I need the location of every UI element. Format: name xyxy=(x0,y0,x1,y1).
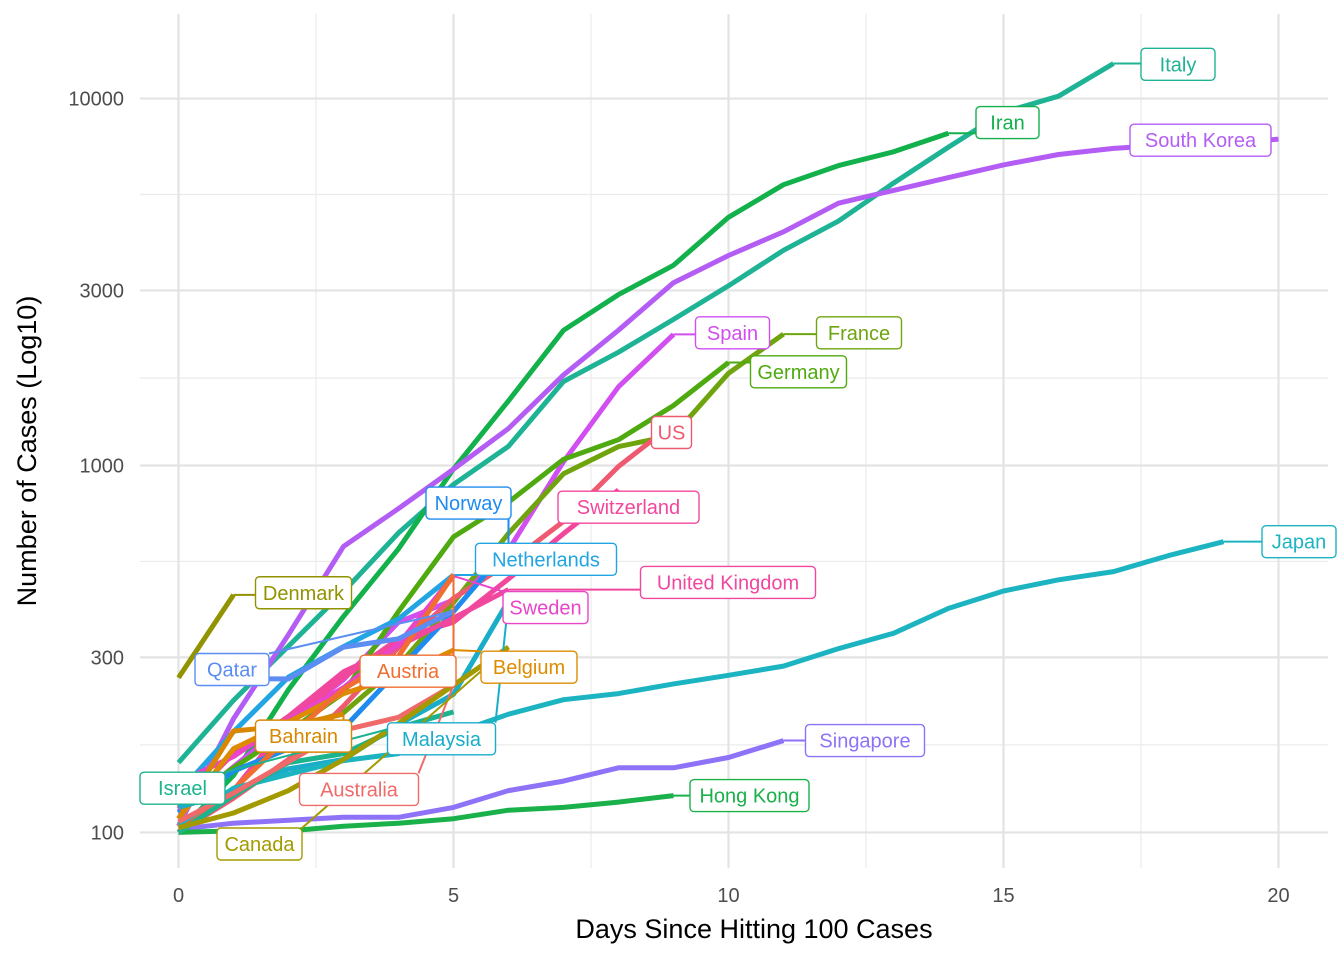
country-label-norway: Norway xyxy=(425,486,512,520)
country-label-qatar: Qatar xyxy=(194,652,270,687)
label-box xyxy=(1140,47,1216,81)
x-tick-label: 15 xyxy=(992,885,1014,907)
label-text: Israel xyxy=(158,778,207,800)
label-box xyxy=(386,722,497,756)
country-label-italy: Italy xyxy=(1140,47,1216,81)
country-label-sweden: Sweden xyxy=(502,590,589,625)
label-box xyxy=(359,654,457,688)
label-box xyxy=(474,542,618,577)
label-box xyxy=(1261,524,1337,559)
country-label-malaysia: Malaysia xyxy=(386,722,497,756)
country-label-united-kingdom: United Kingdom xyxy=(639,565,817,600)
country-label-australia: Australia xyxy=(298,772,420,807)
country-label-iran: Iran xyxy=(975,105,1040,140)
label-box xyxy=(689,778,810,813)
label-text: Japan xyxy=(1272,532,1327,554)
label-text: South Korea xyxy=(1145,130,1257,152)
x-tick-label: 0 xyxy=(173,885,184,907)
label-text: Iran xyxy=(990,113,1024,135)
label-text: Sweden xyxy=(509,598,581,620)
label-text: Netherlands xyxy=(492,549,600,571)
y-axis-ticks: 100 300 1000 3000 10000 xyxy=(68,89,124,845)
label-box xyxy=(139,771,226,805)
country-label-south-korea: South Korea xyxy=(1129,123,1272,157)
country-label-israel: Israel xyxy=(139,771,226,805)
label-box xyxy=(975,105,1040,140)
y-tick-label: 10000 xyxy=(68,89,124,111)
country-label-us: US xyxy=(650,415,693,450)
label-box xyxy=(749,355,848,389)
x-tick-label: 20 xyxy=(1267,885,1289,907)
label-box xyxy=(425,486,512,520)
x-axis-ticks: 0 5 10 15 20 xyxy=(173,885,1290,907)
label-text: Qatar xyxy=(207,660,257,682)
label-text: Bahrain xyxy=(269,726,338,748)
y-tick-label: 300 xyxy=(91,647,124,669)
label-box xyxy=(254,576,353,610)
label-leader-lines xyxy=(224,62,1279,829)
leader-line-qatar xyxy=(268,610,454,655)
country-label-belgium: Belgium xyxy=(480,650,578,684)
label-text: United Kingdom xyxy=(657,572,799,594)
label-text: Austria xyxy=(377,661,440,683)
series-line-singapore xyxy=(178,738,785,832)
country-label-austria: Austria xyxy=(359,654,457,688)
major-gridlines xyxy=(140,14,1328,868)
label-box xyxy=(1129,123,1272,157)
label-text: Denmark xyxy=(263,583,345,605)
series-line-south-korea xyxy=(176,136,1279,828)
label-box xyxy=(804,723,926,758)
label-text: US xyxy=(658,423,686,445)
label-box xyxy=(639,565,817,600)
leader-line-sweden xyxy=(453,575,504,593)
country-label-bahrain: Bahrain xyxy=(254,719,353,753)
country-label-japan: Japan xyxy=(1261,524,1337,559)
country-label-spain: Spain xyxy=(694,316,771,350)
label-box xyxy=(502,590,589,625)
country-label-france: France xyxy=(815,316,903,350)
label-text: Germany xyxy=(757,362,839,384)
label-text: Canada xyxy=(224,834,295,856)
label-box xyxy=(557,490,700,524)
label-box xyxy=(815,316,903,350)
leader-line-belgium xyxy=(453,649,482,653)
country-label-germany: Germany xyxy=(749,355,848,389)
country-label-switzerland: Switzerland xyxy=(557,490,700,524)
series-line-denmark xyxy=(176,593,236,680)
label-text: Switzerland xyxy=(577,497,680,519)
y-tick-label: 3000 xyxy=(80,280,125,302)
series-line-qatar xyxy=(233,608,455,682)
y-tick-label: 1000 xyxy=(80,456,125,478)
country-label-netherlands: Netherlands xyxy=(474,542,618,577)
label-text: Singapore xyxy=(819,731,910,753)
label-text: Hong Kong xyxy=(699,786,799,808)
x-tick-label: 5 xyxy=(448,885,459,907)
series-line-japan xyxy=(177,539,1225,827)
label-text: Belgium xyxy=(493,657,565,679)
country-label-canada: Canada xyxy=(216,827,303,861)
label-text: France xyxy=(828,323,890,345)
x-axis-title: Days Since Hitting 100 Cases xyxy=(575,914,932,944)
y-axis-title: Number of Cases (Log10) xyxy=(12,296,42,607)
label-text: Australia xyxy=(320,779,399,801)
country-labels: Italy Iran South Korea Spain France Germany US… xyxy=(139,47,1337,861)
label-text: Norway xyxy=(435,493,503,515)
x-tick-label: 10 xyxy=(717,885,739,907)
label-box xyxy=(694,316,771,350)
label-box xyxy=(254,719,353,753)
label-box xyxy=(480,650,578,684)
label-text: Italy xyxy=(1160,54,1197,76)
country-label-hong-kong: Hong Kong xyxy=(689,778,810,813)
label-box xyxy=(650,415,693,450)
label-box xyxy=(216,827,303,861)
country-label-denmark: Denmark xyxy=(254,576,353,610)
country-label-singapore: Singapore xyxy=(804,723,926,758)
label-box xyxy=(194,652,270,687)
y-tick-label: 100 xyxy=(91,822,124,844)
label-text: Malaysia xyxy=(402,729,482,751)
label-text: Spain xyxy=(707,323,758,345)
label-box xyxy=(298,772,420,807)
